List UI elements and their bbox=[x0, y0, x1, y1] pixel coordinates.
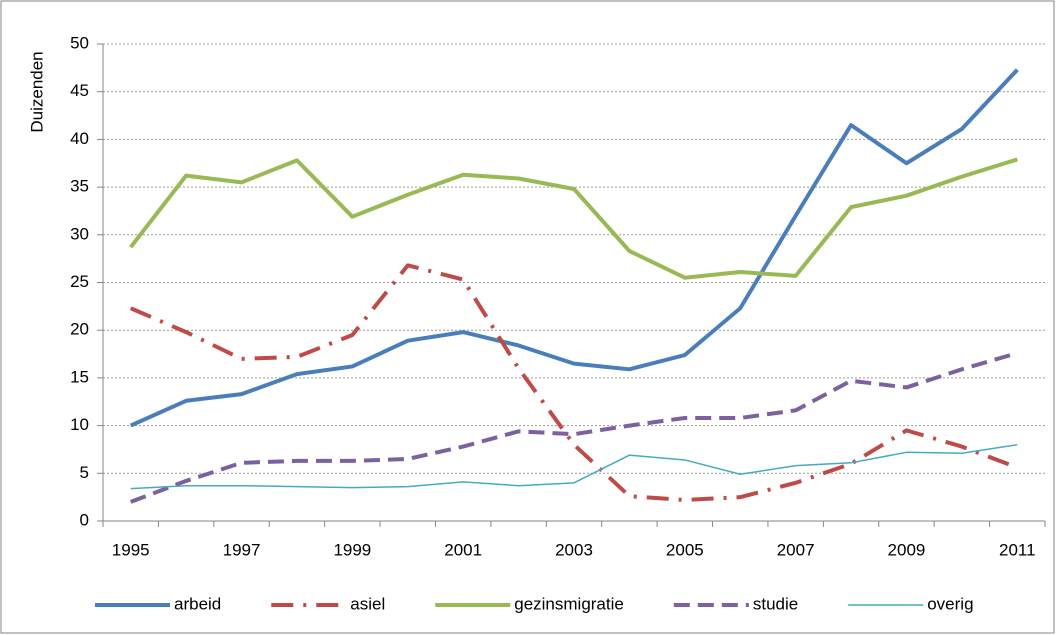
y-tick-label: 25 bbox=[70, 272, 89, 291]
x-tick-label: 1999 bbox=[333, 540, 371, 559]
y-tick-label: 50 bbox=[70, 33, 89, 52]
y-tick-label: 10 bbox=[70, 415, 89, 434]
x-tick-label: 2001 bbox=[444, 540, 482, 559]
series-line bbox=[129, 157, 1018, 280]
y-tick-label: 15 bbox=[70, 367, 89, 386]
series-line bbox=[129, 68, 1019, 428]
legend-label: asiel bbox=[350, 594, 385, 613]
legend-label: overig bbox=[927, 594, 973, 613]
x-tick-label: 2009 bbox=[888, 540, 926, 559]
y-tick-label: 30 bbox=[70, 224, 89, 243]
x-tick-label: 2003 bbox=[555, 540, 593, 559]
series-line bbox=[129, 263, 1018, 503]
y-tick-label: 45 bbox=[70, 81, 89, 100]
y-tick-label: 0 bbox=[80, 510, 89, 529]
legend-label: gezinsmigratie bbox=[514, 594, 624, 613]
x-tick-label: 2011 bbox=[999, 540, 1036, 559]
y-axis-label: Duizenden bbox=[27, 51, 46, 132]
y-tick-label: 5 bbox=[80, 463, 89, 482]
x-tick-label: 1995 bbox=[112, 540, 150, 559]
y-tick-label: 20 bbox=[70, 320, 89, 339]
series-line bbox=[129, 351, 1018, 504]
y-tick-label: 35 bbox=[70, 177, 89, 196]
x-tick-label: 2005 bbox=[666, 540, 704, 559]
x-tick-label: 2007 bbox=[777, 540, 815, 559]
series-line bbox=[130, 443, 1018, 490]
legend-label: studie bbox=[753, 594, 798, 613]
legend-label: arbeid bbox=[174, 594, 221, 613]
x-tick-label: 1997 bbox=[223, 540, 261, 559]
y-tick-label: 40 bbox=[70, 129, 89, 148]
